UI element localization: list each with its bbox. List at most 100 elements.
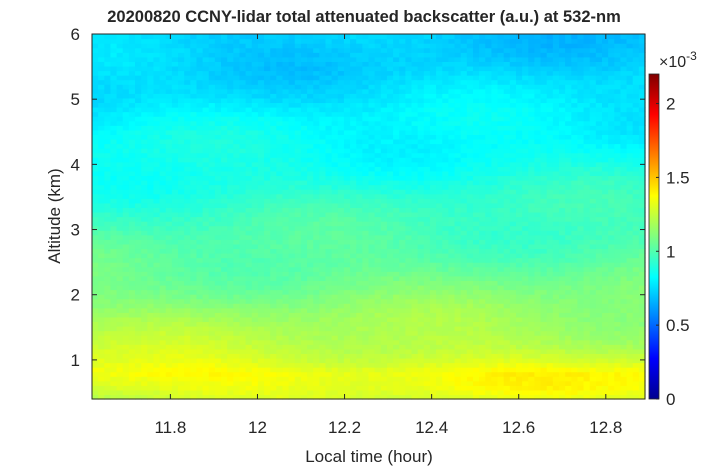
heatmap-cell — [515, 148, 523, 154]
heatmap-cell — [227, 189, 234, 195]
heatmap-cell — [319, 193, 327, 199]
heatmap-cell — [233, 284, 241, 291]
heatmap-cell — [528, 257, 535, 263]
heatmap-cell — [319, 316, 327, 323]
heatmap-cell — [546, 330, 554, 336]
heatmap-cell — [552, 326, 560, 332]
heatmap-cell — [423, 289, 431, 295]
heatmap-cell — [540, 316, 548, 323]
heatmap-cell — [454, 230, 462, 236]
heatmap-cell — [196, 316, 204, 323]
heatmap-cell — [429, 357, 437, 364]
heatmap-cell — [380, 312, 388, 318]
heatmap-cell — [577, 312, 585, 318]
heatmap-cell — [257, 180, 265, 186]
heatmap-cell — [147, 239, 155, 245]
heatmap-cell — [264, 248, 271, 254]
heatmap-cell — [331, 376, 339, 382]
heatmap-cell — [368, 330, 376, 336]
heatmap-cell — [356, 202, 363, 208]
heatmap-cell — [528, 221, 535, 227]
heatmap-cell — [620, 230, 628, 236]
heatmap-cell — [571, 294, 579, 300]
heatmap-cell — [239, 148, 247, 154]
heatmap-cell — [368, 211, 376, 218]
heatmap-cell — [362, 207, 370, 213]
heatmap-cell — [429, 180, 437, 186]
heatmap-cell — [159, 294, 167, 300]
heatmap-cell — [515, 239, 523, 245]
heatmap-cell — [153, 344, 161, 350]
heatmap-cell — [264, 211, 271, 218]
heatmap-cell — [208, 239, 216, 245]
heatmap-cell — [337, 157, 345, 163]
heatmap-cell — [319, 234, 327, 240]
heatmap-cell — [270, 239, 277, 245]
heatmap-cell — [270, 266, 277, 272]
heatmap-cell — [472, 175, 480, 181]
heatmap-cell — [552, 275, 560, 281]
heatmap-cell — [509, 280, 517, 286]
heatmap-cell — [208, 170, 216, 177]
heatmap-cell — [380, 225, 388, 231]
heatmap-cell — [460, 262, 468, 268]
heatmap-cell — [319, 243, 327, 250]
heatmap-cell — [583, 271, 591, 277]
heatmap-cell — [184, 376, 191, 382]
heatmap-cell — [319, 148, 327, 154]
heatmap-cell — [528, 376, 535, 382]
heatmap-cell — [116, 389, 124, 396]
heatmap-cell — [589, 262, 597, 268]
heatmap-cell — [319, 362, 327, 368]
heatmap-cell — [116, 189, 124, 195]
heatmap-cell — [368, 326, 376, 332]
heatmap-cell — [356, 344, 363, 350]
heatmap-cell — [159, 385, 167, 391]
heatmap-cell — [128, 303, 136, 309]
heatmap-cell — [288, 184, 296, 190]
heatmap-cell — [165, 353, 173, 359]
heatmap-cell — [135, 303, 142, 309]
heatmap-cell — [614, 380, 622, 386]
heatmap-cell — [165, 180, 173, 186]
heatmap-cell — [534, 307, 542, 313]
heatmap-cell — [466, 193, 474, 199]
heatmap-cell — [528, 175, 535, 181]
heatmap-cell — [608, 321, 615, 327]
heatmap-cell — [319, 143, 327, 149]
heatmap-cell — [540, 248, 548, 254]
heatmap-cell — [178, 339, 185, 345]
heatmap-cell — [362, 348, 370, 354]
heatmap-cell — [141, 339, 148, 345]
heatmap-cell — [546, 152, 554, 158]
heatmap-cell — [595, 335, 603, 341]
heatmap-cell — [522, 312, 529, 318]
heatmap-cell — [565, 326, 572, 332]
heatmap-cell — [411, 298, 419, 304]
heatmap-cell — [171, 170, 179, 177]
heatmap-cell — [626, 180, 634, 186]
heatmap-cell — [374, 170, 382, 177]
heatmap-cell — [608, 303, 615, 309]
heatmap-cell — [227, 289, 234, 295]
heatmap-cell — [313, 243, 320, 250]
heatmap-cell — [442, 298, 449, 304]
heatmap-cell — [122, 335, 130, 341]
heatmap-cell — [165, 202, 173, 208]
heatmap-cell — [165, 161, 173, 167]
heatmap-cell — [540, 180, 548, 186]
heatmap-cell — [122, 303, 130, 309]
heatmap-cell — [184, 243, 191, 250]
heatmap-cell — [608, 253, 615, 259]
heatmap-cell — [583, 289, 591, 295]
heatmap-cell — [165, 243, 173, 250]
heatmap-cell — [288, 143, 296, 149]
heatmap-cell — [540, 335, 548, 341]
heatmap-cell — [485, 216, 492, 222]
heatmap-cell — [122, 280, 130, 286]
heatmap-cell — [153, 143, 161, 149]
heatmap-cell — [503, 207, 511, 213]
heatmap-cell — [540, 234, 548, 240]
heatmap-cell — [116, 170, 124, 177]
heatmap-cell — [122, 216, 130, 222]
